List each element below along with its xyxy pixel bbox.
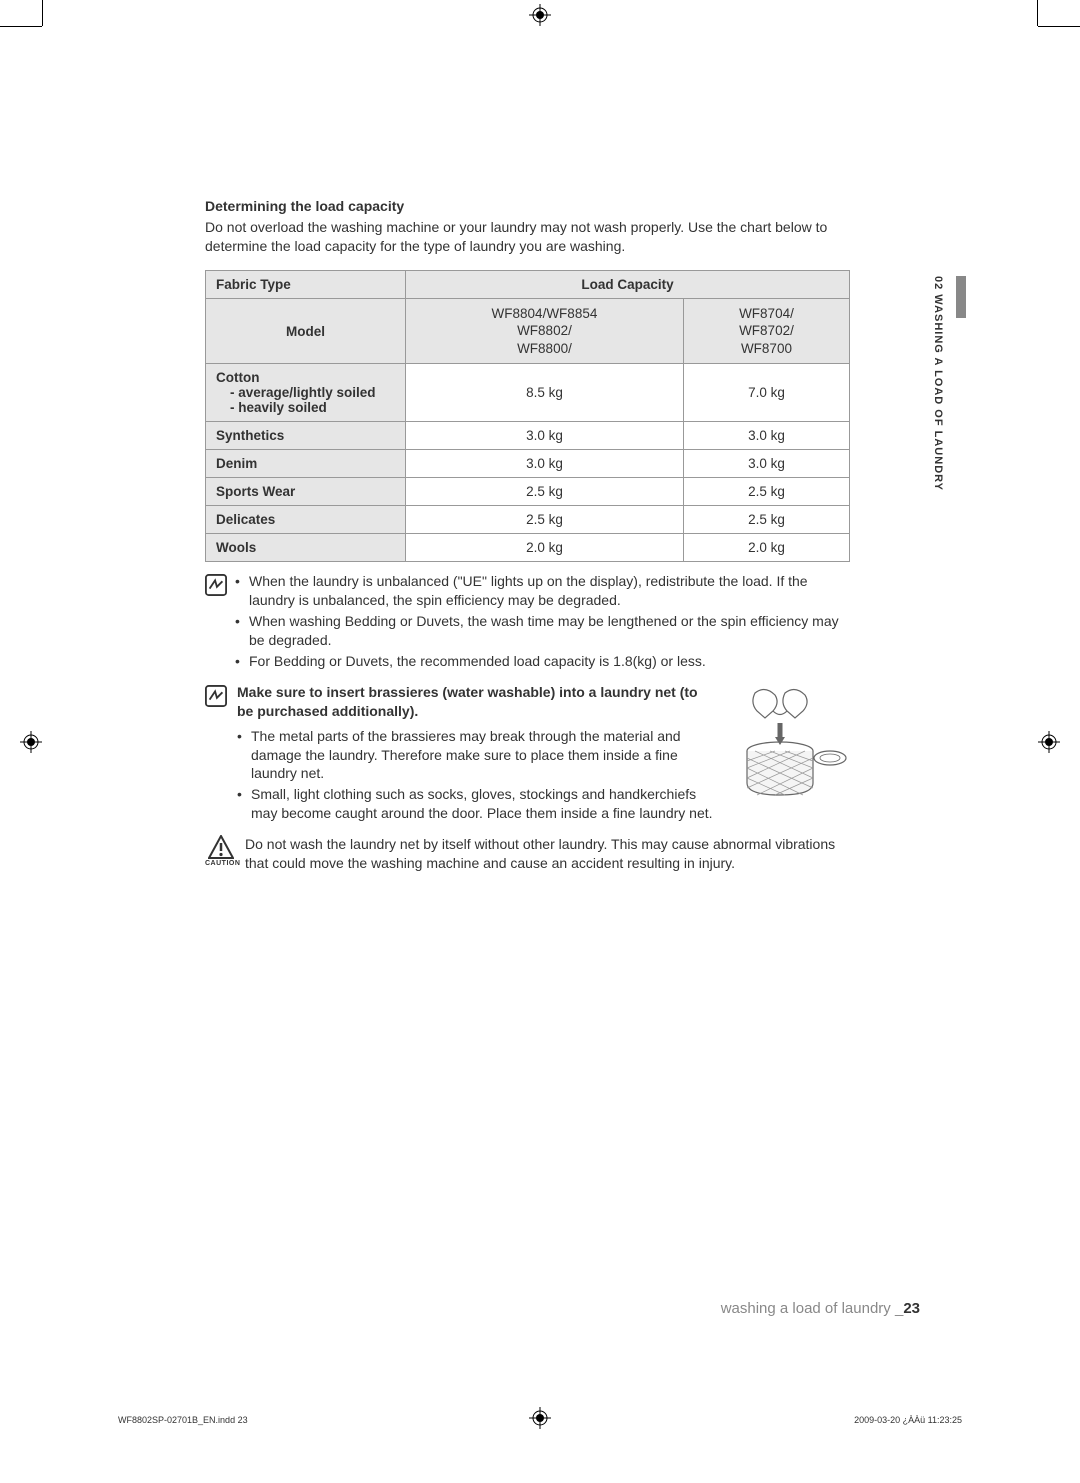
print-footer-timestamp: 2009-03-20 ¿ÀÀü 11:23:25 xyxy=(854,1415,962,1425)
registration-mark-icon xyxy=(529,1407,551,1429)
caution-icon xyxy=(208,835,234,859)
note-icon xyxy=(205,574,227,596)
registration-mark-icon xyxy=(1038,731,1060,753)
table-header-fabric: Fabric Type xyxy=(206,270,406,298)
crop-mark xyxy=(1037,0,1038,26)
page-number: 23 xyxy=(903,1300,920,1317)
load-capacity-table: Fabric Type Load Capacity Model WF8804/W… xyxy=(205,270,850,563)
crop-mark xyxy=(0,26,42,27)
note-heading: Make sure to insert brassieres (water wa… xyxy=(237,683,715,721)
laundry-net-illustration xyxy=(725,683,850,825)
note-item: Small, light clothing such as socks, glo… xyxy=(237,785,715,823)
note-icon xyxy=(205,685,227,707)
page-footer: washing a load of laundry _23 xyxy=(721,1300,920,1317)
page-content: Determining the load capacity Do not ove… xyxy=(205,198,850,873)
section-heading: Determining the load capacity xyxy=(205,198,850,214)
table-header-capacity: Load Capacity xyxy=(406,270,850,298)
note-block-2: Make sure to insert brassieres (water wa… xyxy=(205,683,850,825)
registration-mark-icon xyxy=(529,4,551,26)
note-item: For Bedding or Duvets, the recommended l… xyxy=(235,652,850,671)
table-row: Wools 2.0 kg 2.0 kg xyxy=(206,534,850,562)
print-footer-file: WF8802SP-02701B_EN.indd 23 xyxy=(118,1415,248,1425)
table-row: Delicates 2.5 kg 2.5 kg xyxy=(206,506,850,534)
caution-label: CAUTION xyxy=(205,860,237,867)
model-column-1: WF8804/WF8854 WF8802/ WF8800/ xyxy=(406,298,684,364)
fabric-cotton: Cotton - average/lightly soiled - heavil… xyxy=(206,364,406,422)
intro-text: Do not overload the washing machine or y… xyxy=(205,218,850,256)
table-row: Denim 3.0 kg 3.0 kg xyxy=(206,450,850,478)
section-tab: 02 WASHING A LOAD OF LAUNDRY xyxy=(932,276,948,546)
caution-text: Do not wash the laundry net by itself wi… xyxy=(245,835,850,873)
table-row: Cotton - average/lightly soiled - heavil… xyxy=(206,364,850,422)
note-item: The metal parts of the brassieres may br… xyxy=(237,727,715,784)
crop-mark xyxy=(42,0,43,26)
caution-block: CAUTION Do not wash the laundry net by i… xyxy=(205,835,850,873)
note-block-1: When the laundry is unbalanced ("UE" lig… xyxy=(205,572,850,672)
registration-mark-icon xyxy=(20,731,42,753)
section-tab-label: 02 WASHING A LOAD OF LAUNDRY xyxy=(932,276,944,491)
table-header-model: Model xyxy=(206,298,406,364)
note-item: When the laundry is unbalanced ("UE" lig… xyxy=(235,572,850,610)
note-item: When washing Bedding or Duvets, the wash… xyxy=(235,612,850,650)
crop-mark xyxy=(1038,26,1080,27)
table-row: Sports Wear 2.5 kg 2.5 kg xyxy=(206,478,850,506)
table-row: Synthetics 3.0 kg 3.0 kg xyxy=(206,422,850,450)
tab-marker xyxy=(956,276,966,318)
model-column-2: WF8704/ WF8702/ WF8700 xyxy=(683,298,849,364)
